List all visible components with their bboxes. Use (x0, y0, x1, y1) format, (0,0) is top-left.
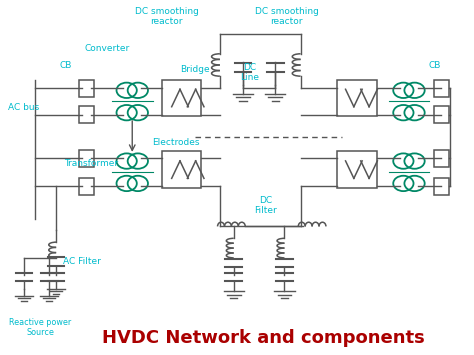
Text: DC
Line: DC Line (240, 63, 259, 82)
Bar (162, 151, 201, 188)
Text: Electrodes: Electrodes (152, 138, 200, 147)
Text: DC
Filter: DC Filter (255, 196, 277, 215)
Bar (337, 80, 377, 116)
Text: AC Filter: AC Filter (63, 257, 100, 266)
Text: CB: CB (59, 61, 72, 70)
Text: CB: CB (428, 61, 440, 70)
Text: DC smoothing
reactor: DC smoothing reactor (135, 7, 199, 27)
Bar (434, 178, 448, 195)
Bar (79, 106, 93, 123)
Bar (434, 80, 448, 97)
Text: AC bus: AC bus (8, 103, 39, 112)
Text: HVDC Network and components: HVDC Network and components (102, 329, 425, 347)
Text: Reactive power
Source: Reactive power Source (9, 318, 71, 338)
Bar (337, 151, 377, 188)
Bar (79, 178, 93, 195)
Text: DC smoothing
reactor: DC smoothing reactor (255, 7, 319, 27)
Bar (79, 150, 93, 166)
Text: Converter: Converter (84, 44, 129, 53)
Bar (434, 150, 448, 166)
Bar (162, 80, 201, 116)
Text: Bridge: Bridge (180, 65, 210, 74)
Bar (434, 106, 448, 123)
Bar (79, 80, 93, 97)
Text: Transformer: Transformer (64, 159, 118, 168)
